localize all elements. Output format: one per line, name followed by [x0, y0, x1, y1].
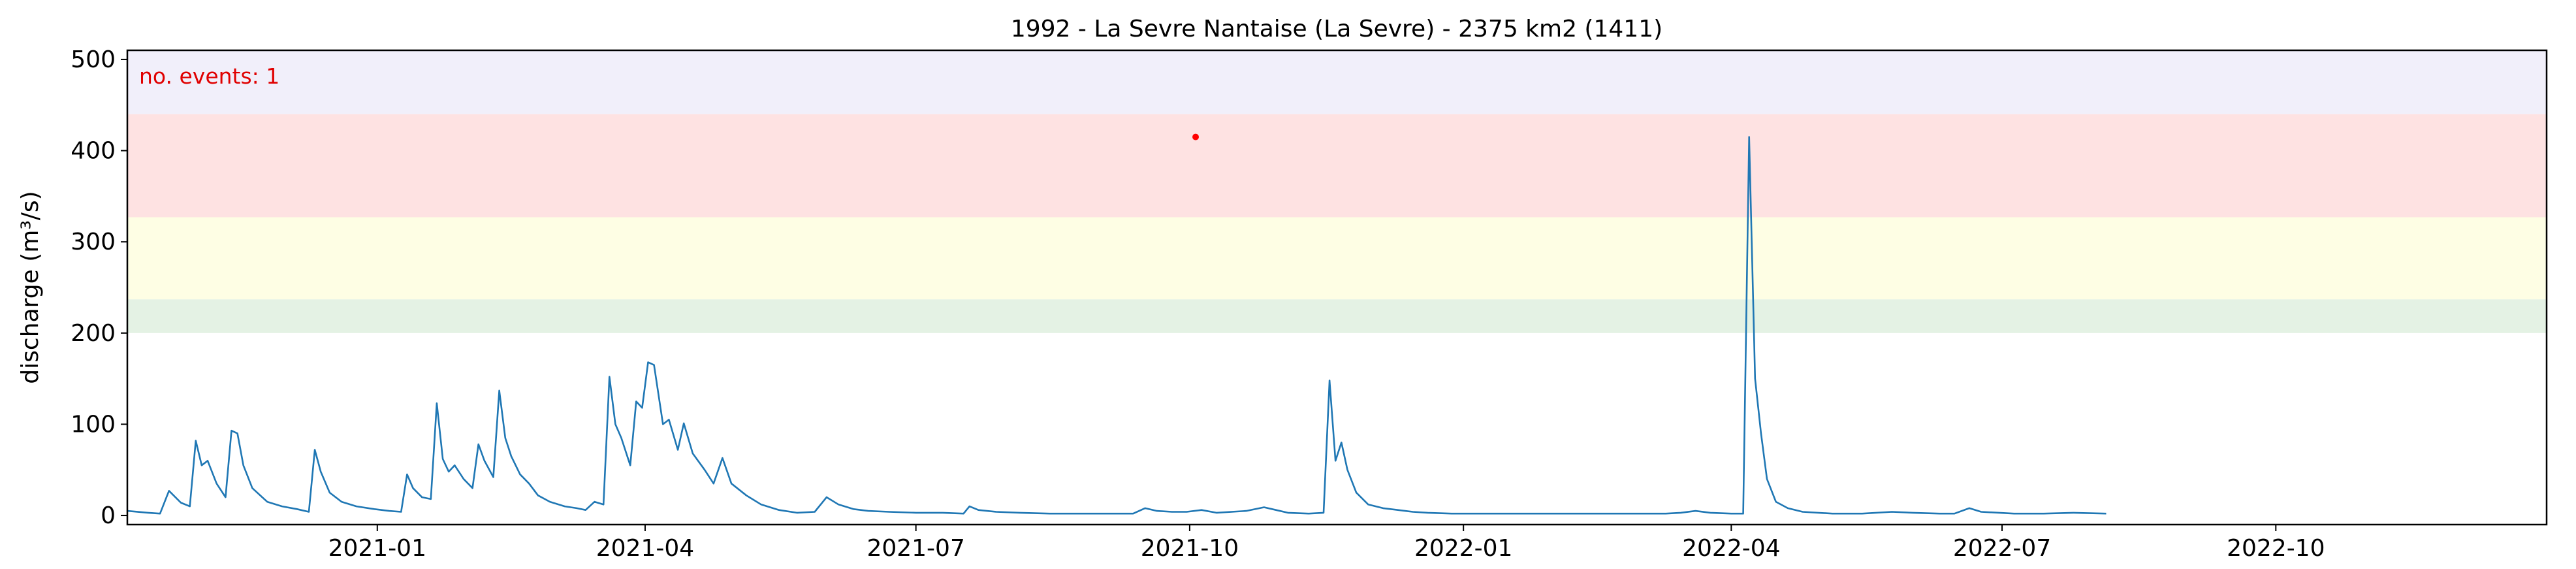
x-tick-label: 2022-10 [2227, 535, 2325, 562]
y-axis-label: discharge (m³/s) [17, 191, 44, 383]
x-tick-label: 2021-04 [596, 535, 694, 562]
y-tick-label: 100 [71, 411, 116, 438]
y-tick-label: 400 [71, 138, 116, 165]
discharge-line-0 [127, 136, 2107, 515]
y-tick-label: 300 [71, 229, 116, 255]
threshold-band-3 [127, 50, 2547, 114]
threshold-band-2 [127, 114, 2547, 218]
discharge-series [127, 136, 2107, 515]
x-tick-label: 2022-04 [1682, 535, 1780, 562]
x-tick-label: 2021-01 [328, 535, 426, 562]
y-tick-label: 200 [71, 320, 116, 347]
y-axis-ticks: 0 100 200 300 400 500 [71, 46, 127, 529]
event-marker-0 [1192, 133, 1200, 140]
x-tick-label: 2021-10 [1141, 535, 1239, 562]
x-axis-ticks: 2021-01 2021-04 2021-07 2021-10 2022-01 2022-… [328, 525, 2325, 562]
threshold-band-0 [127, 299, 2547, 333]
x-tick-label: 2021-07 [867, 535, 964, 562]
y-tick-label: 0 [101, 502, 116, 529]
chart-title: 1992 - La Sevre Nantaise (La Sevre) - 23… [1011, 16, 1662, 42]
threshold-bands [127, 50, 2547, 333]
event-markers [1192, 133, 1200, 140]
threshold-band-1 [127, 217, 2547, 300]
x-tick-label: 2022-07 [1953, 535, 2051, 562]
event-count-annotation: no. events: 1 [139, 63, 279, 89]
plot-area-frame [126, 49, 2548, 526]
x-tick-label: 2022-01 [1414, 535, 1512, 562]
y-tick-label: 500 [71, 46, 116, 73]
